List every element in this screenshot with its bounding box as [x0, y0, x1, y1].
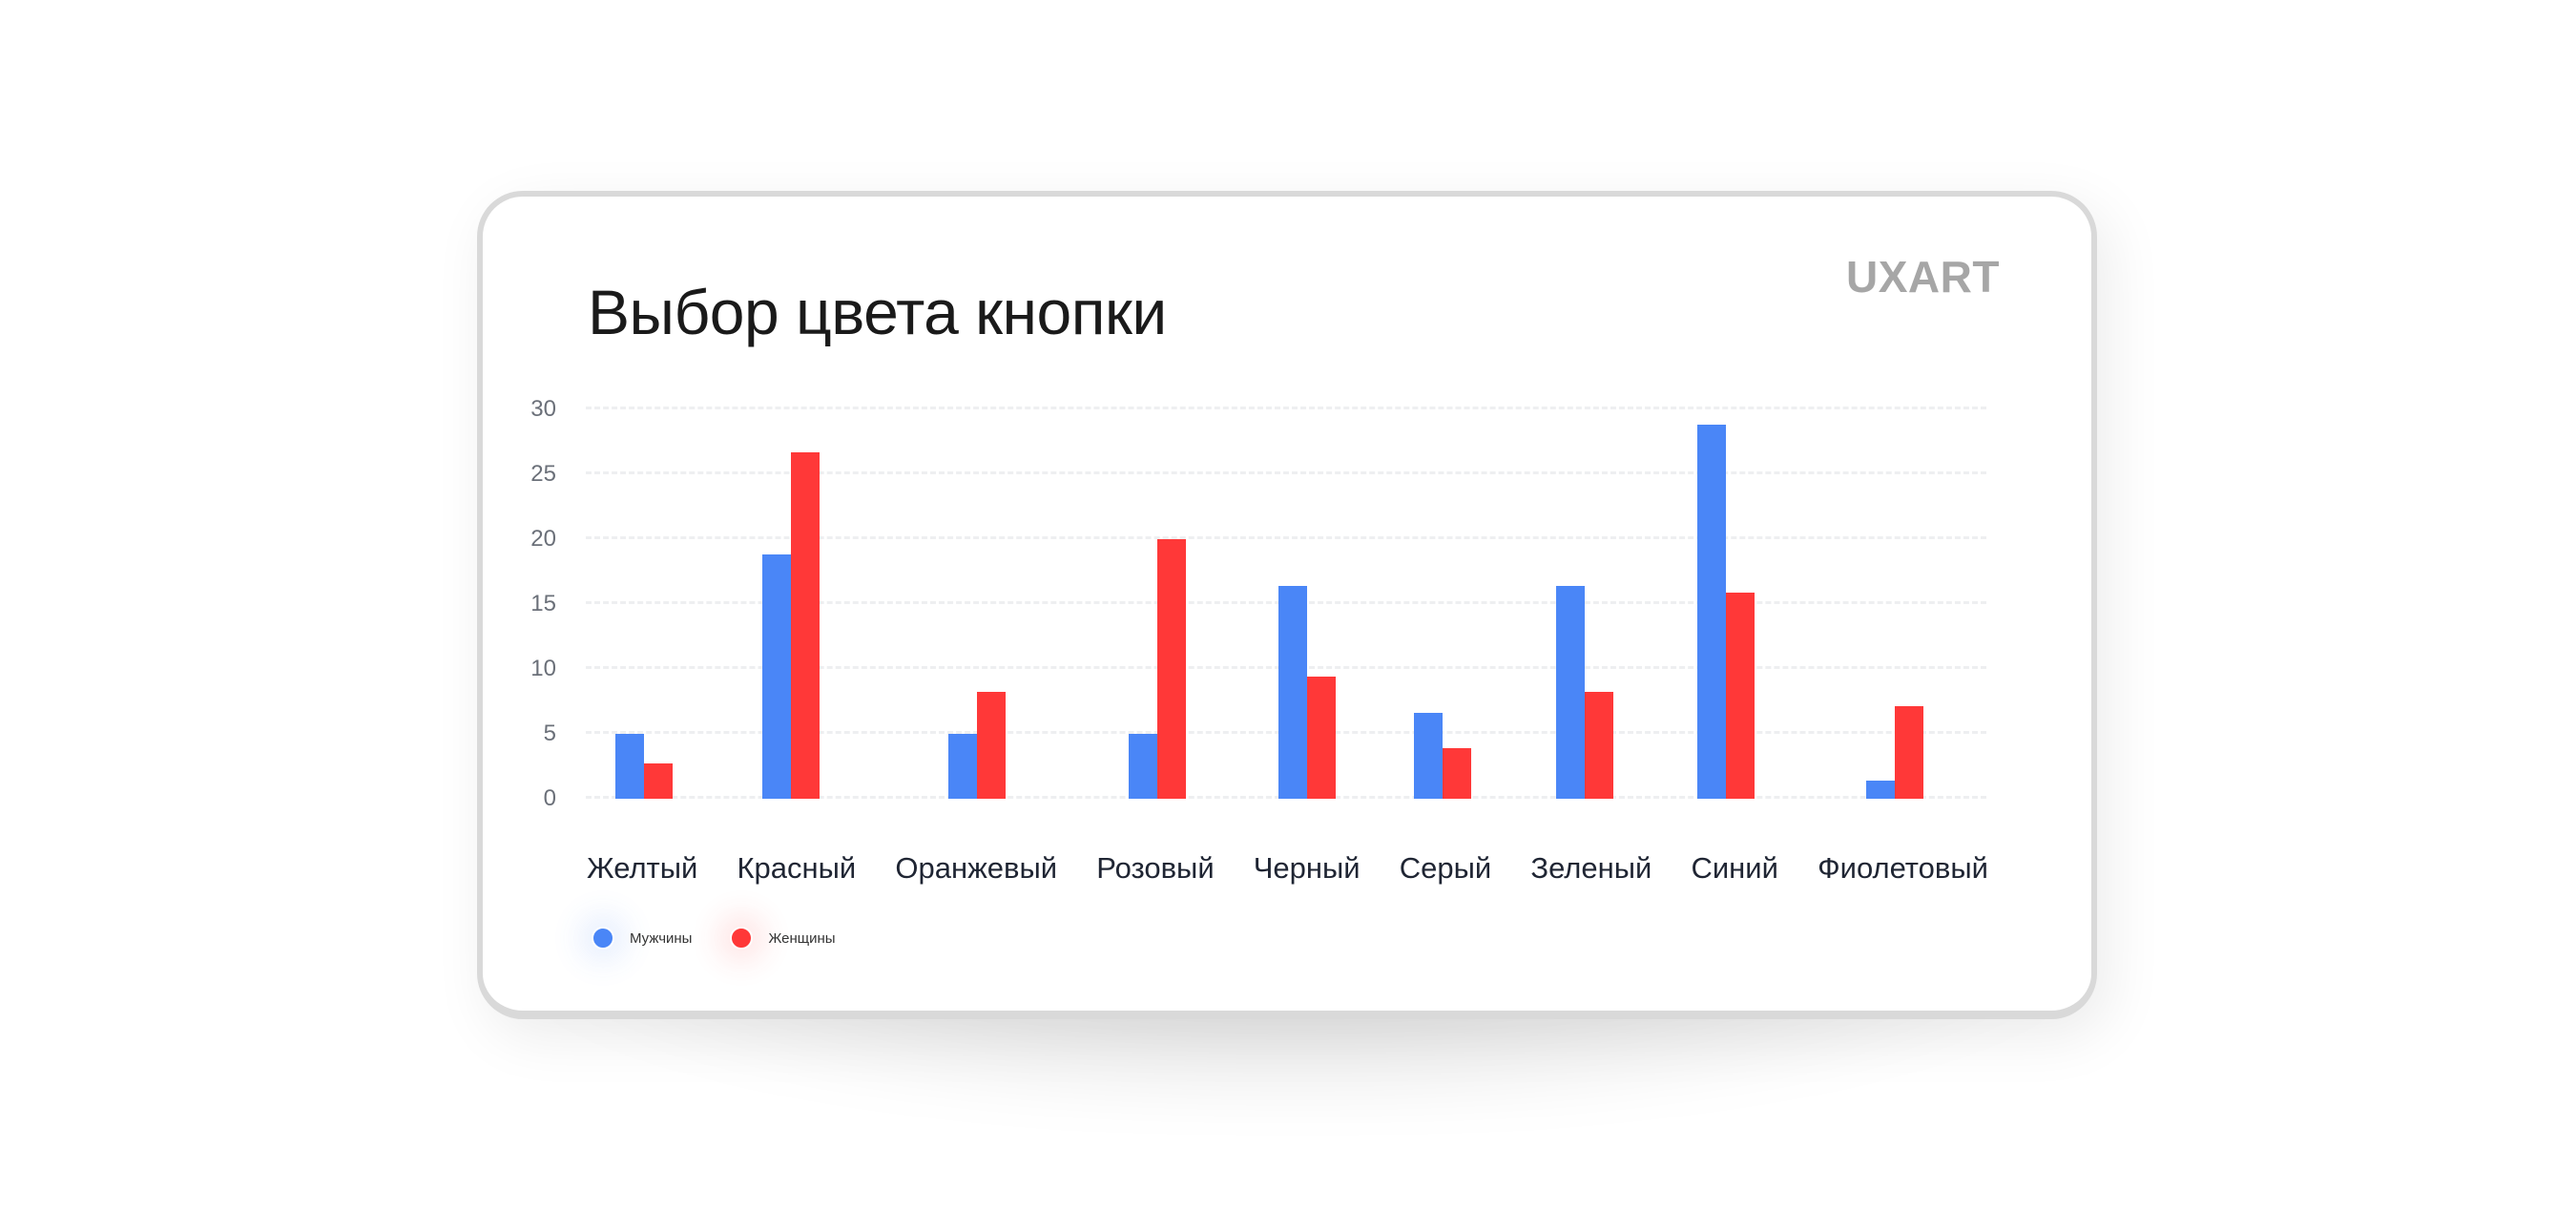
gridline — [586, 407, 1986, 409]
y-tick-label: 15 — [530, 591, 556, 616]
legend-label: Мужчины — [630, 929, 693, 947]
bar-women[interactable] — [1307, 677, 1336, 799]
bar-men[interactable] — [1697, 425, 1726, 799]
gridline — [586, 536, 1986, 539]
bar-women[interactable] — [1895, 706, 1923, 799]
category-label: Зеленый — [1530, 851, 1652, 885]
legend-label: Женщины — [768, 929, 836, 947]
chart-title: Выбор цвета кнопки — [588, 277, 1167, 347]
bar-women[interactable] — [791, 451, 820, 799]
category-label: Черный — [1253, 851, 1361, 885]
y-tick-label: 20 — [530, 526, 556, 552]
bar-women[interactable] — [1443, 747, 1471, 799]
category-label: Синий — [1691, 851, 1778, 885]
y-tick-label: 30 — [530, 396, 556, 422]
legend-dot-icon — [592, 927, 614, 950]
chart-card: Выбор цвета кнопки UXART 0 5 10 15 20 25 30 Же… — [477, 191, 2097, 1019]
y-tick-label: 0 — [543, 785, 556, 811]
bar-men[interactable] — [1278, 585, 1307, 799]
bar-women[interactable] — [1585, 692, 1613, 799]
bar-women[interactable] — [1726, 592, 1755, 799]
y-tick-label: 5 — [543, 720, 556, 746]
bar-men[interactable] — [615, 734, 644, 799]
brand-logo: UXART — [1846, 252, 2000, 302]
legend: Мужчины Женщины — [592, 927, 874, 950]
bar-women[interactable] — [1157, 539, 1186, 799]
category-label: Красный — [737, 851, 857, 885]
legend-item-men[interactable]: Мужчины — [592, 927, 692, 950]
bar-men[interactable] — [1866, 780, 1895, 799]
category-axis: Желтый Красный Оранжевый Розовый Черный Серый… — [587, 853, 1988, 883]
category-label: Фиолетовый — [1818, 851, 1988, 885]
legend-item-women[interactable]: Женщины — [730, 927, 836, 950]
bar-men[interactable] — [1556, 585, 1585, 799]
bar-men[interactable] — [948, 734, 977, 799]
category-label: Серый — [1399, 851, 1492, 885]
gridline — [586, 471, 1986, 474]
legend-dot-icon — [730, 927, 754, 950]
bar-men[interactable] — [1129, 734, 1157, 799]
y-tick-label: 25 — [530, 461, 556, 487]
category-label: Розовый — [1096, 851, 1215, 885]
bar-women[interactable] — [977, 692, 1006, 799]
plot-area: 0 5 10 15 20 25 30 — [483, 197, 2091, 1011]
bar-men[interactable] — [1414, 713, 1443, 799]
bar-men[interactable] — [762, 554, 791, 799]
category-label: Оранжевый — [895, 851, 1058, 885]
category-label: Желтый — [587, 851, 698, 885]
y-tick-label: 10 — [530, 656, 556, 681]
bar-women[interactable] — [644, 763, 673, 799]
